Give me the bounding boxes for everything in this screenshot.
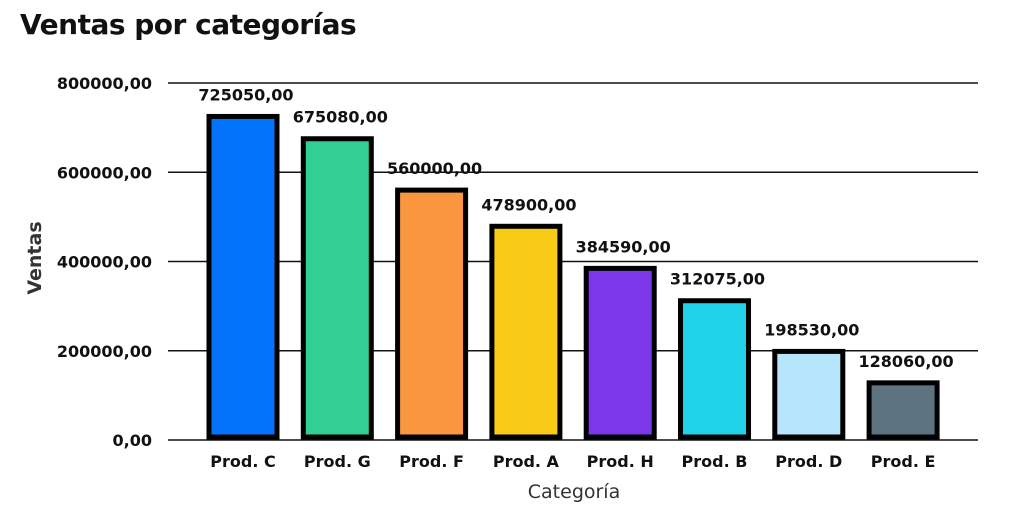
data-label: 128060,00	[859, 352, 954, 371]
bars	[206, 113, 940, 440]
gridlines	[168, 82, 978, 441]
x-tick-label: Prod. G	[304, 452, 371, 471]
bar-prod-g	[300, 136, 374, 440]
data-label: 198530,00	[764, 320, 859, 339]
data-label: 725050,00	[198, 85, 293, 104]
y-axis-title: Ventas	[24, 221, 46, 294]
x-tick-label: Prod. A	[493, 452, 560, 471]
x-axis-categories: Prod. C Prod. G Prod. F Prod. A Prod. H Prod.…	[210, 452, 935, 471]
bar-prod-c	[206, 113, 280, 440]
data-label: 312075,00	[670, 270, 765, 289]
x-tick-label: Prod. D	[775, 452, 842, 471]
y-axis-ticks: 0,00 200000,00 400000,00 600000,00 800000,00	[57, 74, 152, 450]
bar-prod-a	[489, 223, 563, 440]
bar-prod-b	[678, 298, 751, 440]
data-label: 675080,00	[293, 108, 388, 127]
x-tick-label: Prod. C	[210, 452, 275, 471]
y-tick-label: 0,00	[113, 431, 152, 450]
x-tick-label: Prod. F	[399, 452, 464, 471]
data-label: 384590,00	[576, 237, 671, 256]
bar-prod-h	[583, 265, 657, 440]
x-tick-label: Prod. H	[587, 452, 654, 471]
bar-prod-f	[395, 187, 469, 440]
x-axis-title: Categoría	[528, 481, 620, 503]
data-label: 478900,00	[481, 195, 576, 214]
data-label: 560000,00	[387, 159, 482, 178]
y-tick-label: 200000,00	[57, 342, 152, 361]
x-tick-label: Prod. B	[682, 452, 748, 471]
chart-title: Ventas por categorías	[20, 8, 357, 41]
bar-prod-e	[866, 380, 940, 440]
y-tick-label: 800000,00	[57, 74, 152, 93]
y-tick-label: 400000,00	[57, 253, 152, 272]
x-tick-label: Prod. E	[871, 452, 936, 471]
y-tick-label: 600000,00	[57, 163, 152, 182]
bar-prod-d	[772, 348, 846, 440]
